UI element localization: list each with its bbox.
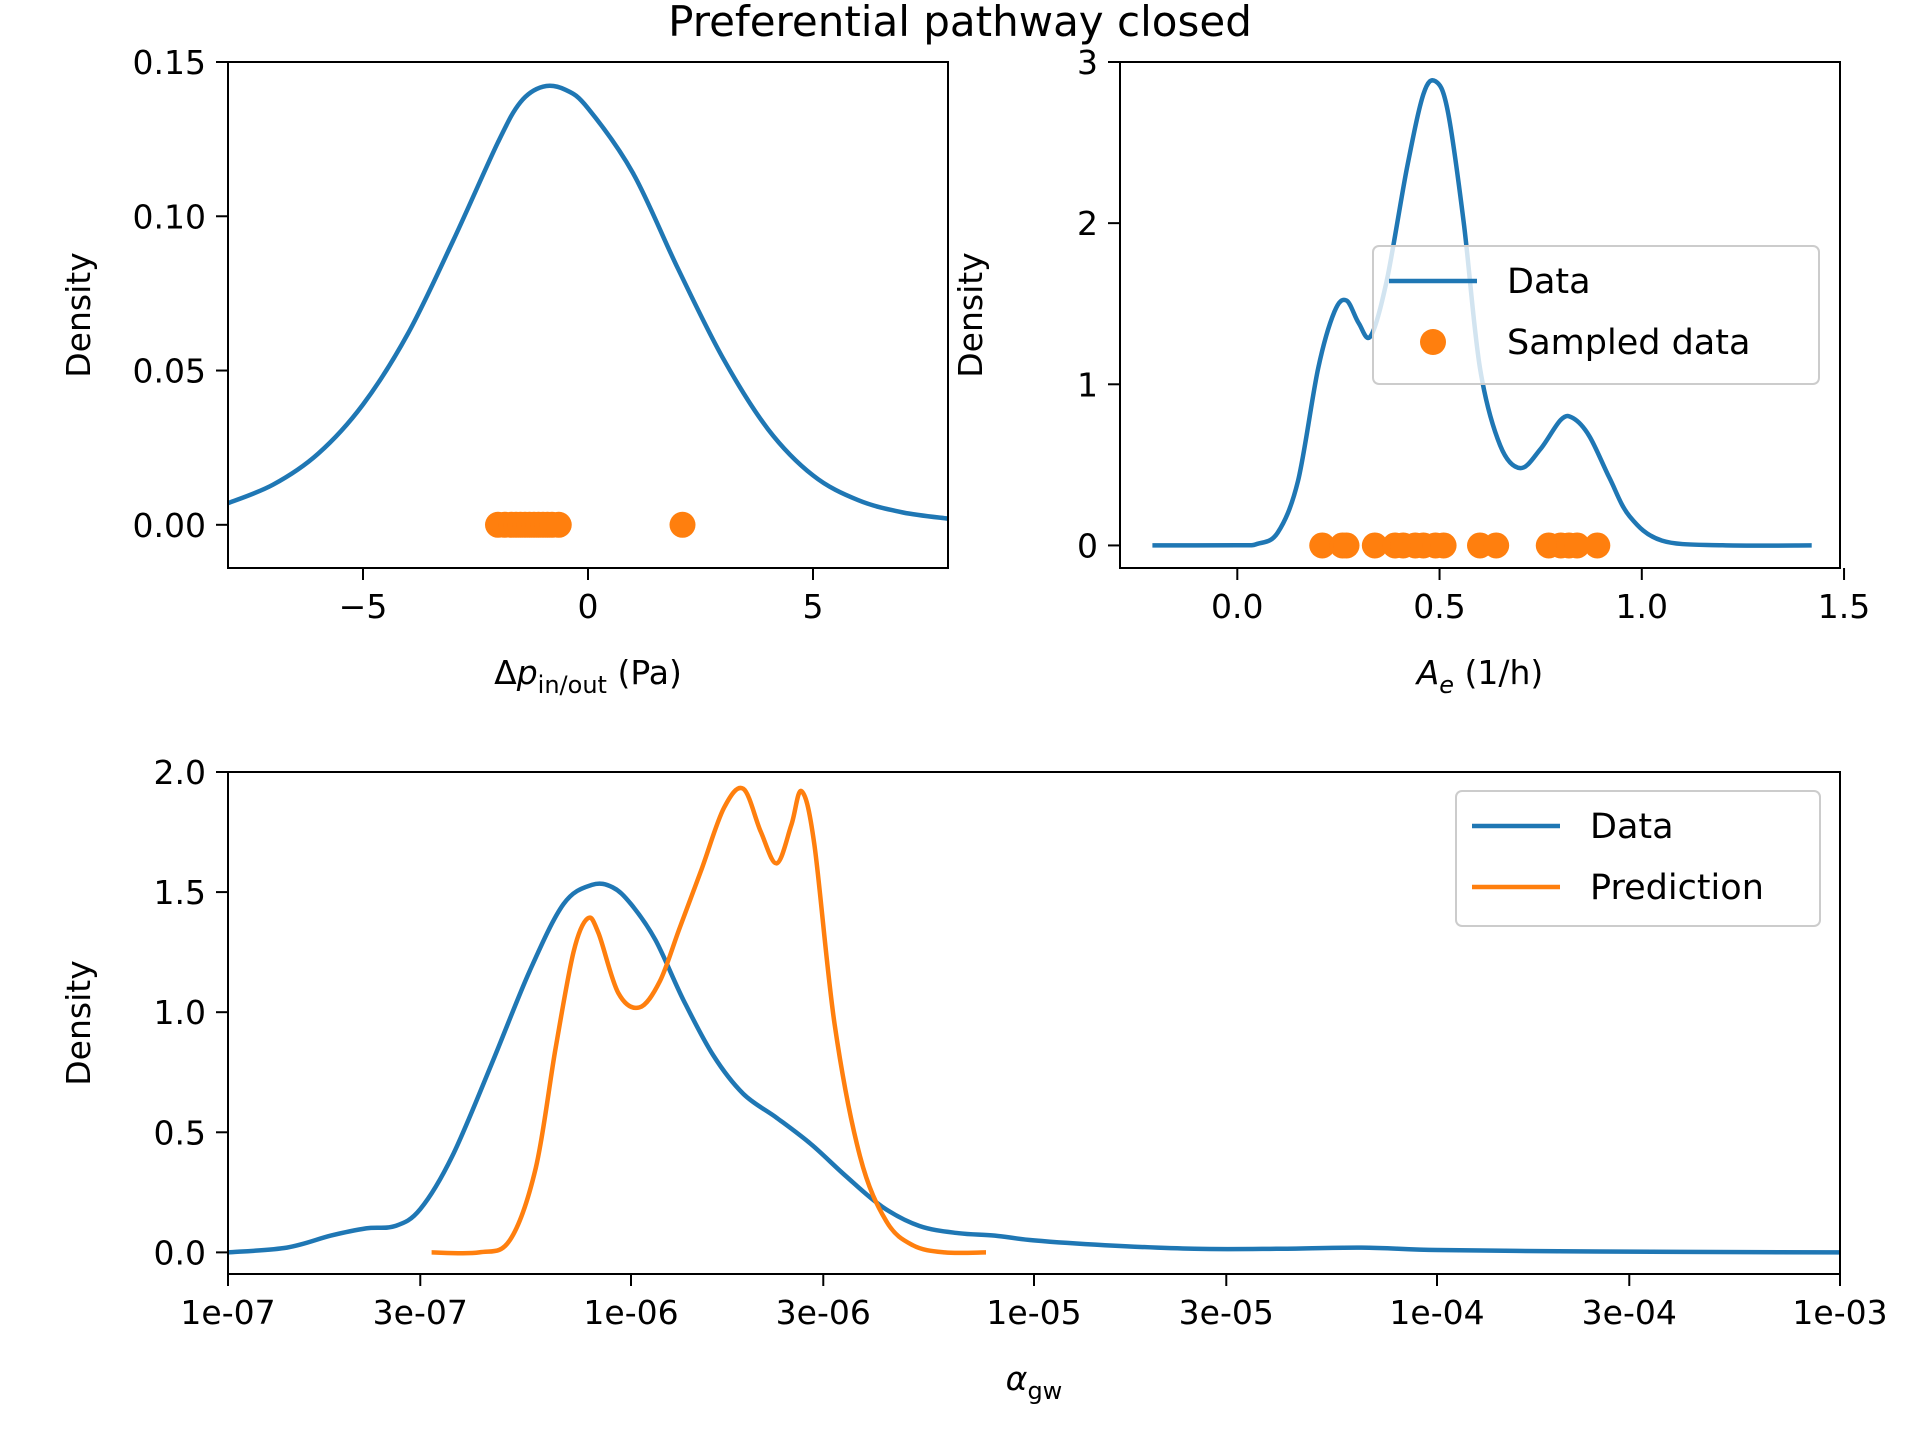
x-tick-label: 3e-07 — [373, 1293, 468, 1332]
y-tick-label: 2.0 — [154, 753, 206, 792]
y-tick-label: 1.5 — [154, 873, 206, 912]
legend: Data Prediction — [1455, 790, 1821, 927]
sample-point — [1309, 532, 1336, 559]
legend-label: Prediction — [1590, 868, 1764, 908]
y-tick-label: 3 — [1077, 43, 1098, 82]
y-tick-label: 0 — [1077, 526, 1098, 565]
x-tick-label: 1e-04 — [1389, 1293, 1484, 1332]
y-tick-label: 0.00 — [133, 506, 206, 545]
sample-point — [1483, 532, 1510, 559]
x-axis-label: αgw — [1006, 1359, 1063, 1405]
sample-point — [1430, 532, 1457, 559]
axes-frame — [1119, 61, 1841, 569]
x-tick-label: 3e-04 — [1582, 1293, 1677, 1332]
x-tick-label: 5 — [803, 587, 824, 626]
subplot-3: 1e-07 3e-07 1e-06 3e-06 1e-05 3e-05 1e-04 3e-04… — [59, 753, 1888, 1405]
x-tick-label: 3e-06 — [776, 1293, 871, 1332]
legend-marker — [1420, 329, 1446, 355]
x-tick-label: 1e-03 — [1792, 1293, 1887, 1332]
x-tick-label: −5 — [339, 587, 388, 626]
legend-label: Data — [1507, 262, 1591, 302]
subplot-1: −5 0 5 0.00 0.05 0.10 0.15 Δpin/out (Pa) Density — [59, 43, 949, 699]
legend-label: Data — [1590, 807, 1674, 847]
sample-point — [1564, 532, 1591, 559]
suptitle: Preferential pathway closed — [668, 0, 1252, 46]
sample-point — [1361, 532, 1388, 559]
sample-point — [1584, 532, 1611, 559]
series-line-data — [1152, 78, 1812, 548]
sample-point — [669, 511, 696, 538]
x-tick-label: 0.0 — [1211, 587, 1263, 626]
x-tick-label: 0.5 — [1413, 587, 1465, 626]
series-line-data — [228, 881, 1840, 1255]
y-axis-label: Density — [59, 960, 98, 1085]
y-tick-label: 1 — [1077, 365, 1098, 404]
plot-area — [228, 83, 948, 538]
series-line-0 — [228, 83, 948, 521]
y-axis-label: Density — [59, 252, 98, 377]
y-axis-label: Density — [951, 252, 990, 377]
y-tick-label: 0.15 — [133, 43, 206, 82]
y-tick-label: 2 — [1077, 204, 1098, 243]
x-tick-label: 3e-05 — [1179, 1293, 1274, 1332]
y-tick-label: 0.10 — [133, 197, 206, 236]
y-tick-label: 1.0 — [154, 993, 206, 1032]
x-tick-label: 1e-07 — [180, 1293, 275, 1332]
x-tick-label: 1e-05 — [986, 1293, 1081, 1332]
plot-area — [1152, 78, 1812, 559]
x-axis-label: Δpin/out (Pa) — [494, 653, 682, 699]
sample-point — [1333, 532, 1360, 559]
y-tick-label: 0.05 — [133, 352, 206, 391]
x-tick-label: 1.0 — [1616, 587, 1668, 626]
legend: Data Sampled data — [1372, 245, 1820, 385]
x-axis-label: Ae (1/h) — [1415, 653, 1544, 699]
plot-area — [228, 785, 1840, 1256]
legend-label: Sampled data — [1507, 323, 1750, 363]
series-line-prediction — [431, 785, 987, 1256]
y-tick-label: 0.5 — [154, 1113, 206, 1152]
x-tick-label: 0 — [578, 587, 599, 626]
x-tick-label: 1e-06 — [583, 1293, 678, 1332]
y-tick-label: 0.0 — [154, 1233, 206, 1272]
subplot-2: 0.0 0.5 1.0 1.5 0 1 2 3 Ae (1/h) Density Data Sampl… — [951, 43, 1870, 699]
legend-box — [1372, 245, 1820, 385]
x-tick-label: 1.5 — [1818, 587, 1870, 626]
sample-point — [545, 511, 572, 538]
